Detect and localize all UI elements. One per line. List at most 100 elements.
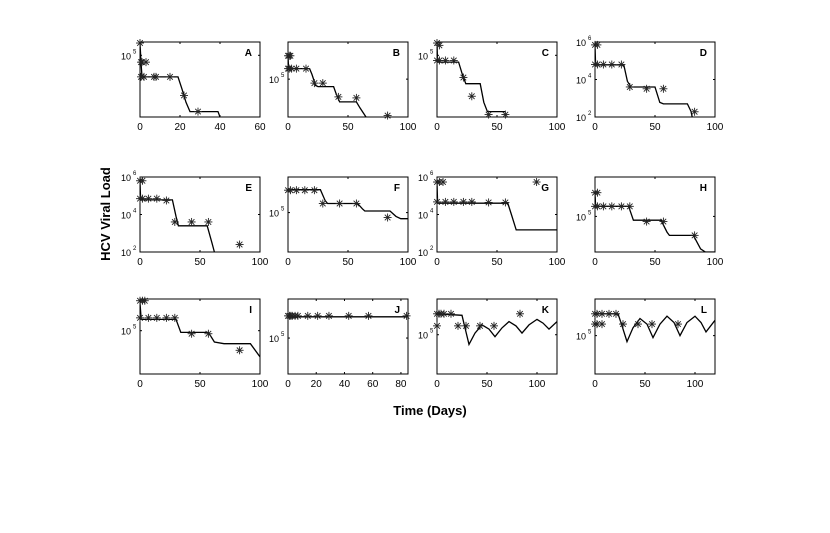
marker-stroke <box>660 218 667 225</box>
y-tick-label: 10 <box>269 209 279 219</box>
marker-stroke <box>450 198 457 206</box>
observed-point <box>140 72 148 81</box>
marker-stroke <box>460 74 467 81</box>
marker-stroke <box>304 312 311 319</box>
observed-point <box>162 313 171 322</box>
marker-stroke <box>634 320 642 328</box>
y-tick-exponent: 5 <box>588 330 592 336</box>
x-tick-label: 0 <box>137 122 143 133</box>
panel-label: L <box>701 305 707 316</box>
observed-point <box>532 178 541 187</box>
marker-stroke <box>139 177 146 184</box>
marker-stroke <box>153 195 160 202</box>
observed-point <box>617 202 626 211</box>
marker-stroke <box>643 85 650 92</box>
y-tick-exponent: 5 <box>281 73 285 79</box>
x-tick-label: 100 <box>707 257 724 268</box>
marker-stroke <box>171 314 178 321</box>
observed-point <box>690 107 699 116</box>
observed-point <box>292 64 301 73</box>
observed-point <box>599 60 608 69</box>
x-tick-label: 50 <box>342 257 354 268</box>
marker-stroke <box>403 312 410 319</box>
observed-point <box>194 107 202 116</box>
plot-area <box>139 176 261 253</box>
panel-label: H <box>700 183 707 194</box>
plot-area <box>436 176 558 253</box>
marker-stroke <box>516 310 524 317</box>
observed-point <box>204 329 213 338</box>
panel-c: 0 50 100 10 5 C <box>418 39 566 133</box>
observed-point <box>612 309 620 318</box>
observed-point <box>441 197 450 206</box>
y-tick-exponent: 4 <box>430 209 434 215</box>
y-tick-label: 10 <box>121 173 131 183</box>
observed-point <box>659 217 668 226</box>
marker-stroke <box>485 199 492 206</box>
observed-point <box>476 321 484 330</box>
observed-point <box>435 41 444 50</box>
y-tick-exponent: 5 <box>430 329 434 335</box>
marker-stroke <box>288 65 295 72</box>
marker-stroke <box>594 189 601 196</box>
observed-point <box>501 198 510 207</box>
x-tick-label: 100 <box>687 379 704 390</box>
marker-stroke <box>205 330 212 337</box>
y-tick-exponent: 5 <box>430 49 434 55</box>
observed-point <box>136 313 144 322</box>
marker-stroke <box>353 94 360 102</box>
y-tick-exponent: 2 <box>430 246 434 252</box>
marker-stroke <box>502 199 509 206</box>
observed-point <box>138 176 147 185</box>
observed-point <box>144 194 153 203</box>
marker-stroke <box>619 320 627 328</box>
y-tick-exponent: 5 <box>133 325 137 331</box>
observed-point <box>166 72 174 81</box>
panel-b: 0 50 100 10 5 B <box>269 41 417 133</box>
observed-point <box>142 58 150 67</box>
x-tick-label: 0 <box>285 379 291 390</box>
observed-point <box>462 321 470 330</box>
plot-area <box>594 298 716 375</box>
x-tick-label: 100 <box>400 122 417 133</box>
x-tick-label: 0 <box>592 122 598 133</box>
marker-stroke <box>598 310 606 317</box>
x-tick-label: 50 <box>481 379 493 390</box>
marker-stroke <box>353 200 360 207</box>
y-tick-exponent: 6 <box>430 171 434 177</box>
marker-stroke <box>440 310 448 317</box>
observed-point <box>187 217 196 226</box>
panel-label: G <box>541 183 549 194</box>
y-tick-label: 10 <box>418 331 428 341</box>
marker-stroke <box>490 322 498 329</box>
model-curve <box>595 313 715 344</box>
y-tick-exponent: 4 <box>133 209 137 215</box>
marker-stroke <box>335 93 342 101</box>
y-tick-label: 10 <box>576 332 586 342</box>
observed-point <box>598 309 606 318</box>
observed-point <box>318 79 327 88</box>
observed-point <box>344 311 353 320</box>
marker-stroke <box>593 320 601 328</box>
y-tick-label: 10 <box>121 211 131 221</box>
observed-point <box>447 309 455 318</box>
observed-point <box>324 311 333 320</box>
y-tick-exponent: 5 <box>588 210 592 216</box>
observed-point <box>352 199 361 208</box>
observed-point <box>152 72 160 81</box>
marker-stroke <box>293 187 300 194</box>
observed-point <box>162 196 171 205</box>
marker-stroke <box>454 322 462 329</box>
x-tick-label: 20 <box>311 379 323 390</box>
observed-point <box>599 202 608 211</box>
marker-stroke <box>442 198 449 206</box>
observed-point <box>310 186 319 195</box>
observed-point <box>459 73 468 82</box>
observed-point <box>286 51 295 60</box>
marker-stroke <box>163 197 170 204</box>
observed-point <box>467 197 476 206</box>
panel-k: 0 50 100 10 5 K <box>418 298 558 390</box>
marker-stroke <box>302 65 310 72</box>
